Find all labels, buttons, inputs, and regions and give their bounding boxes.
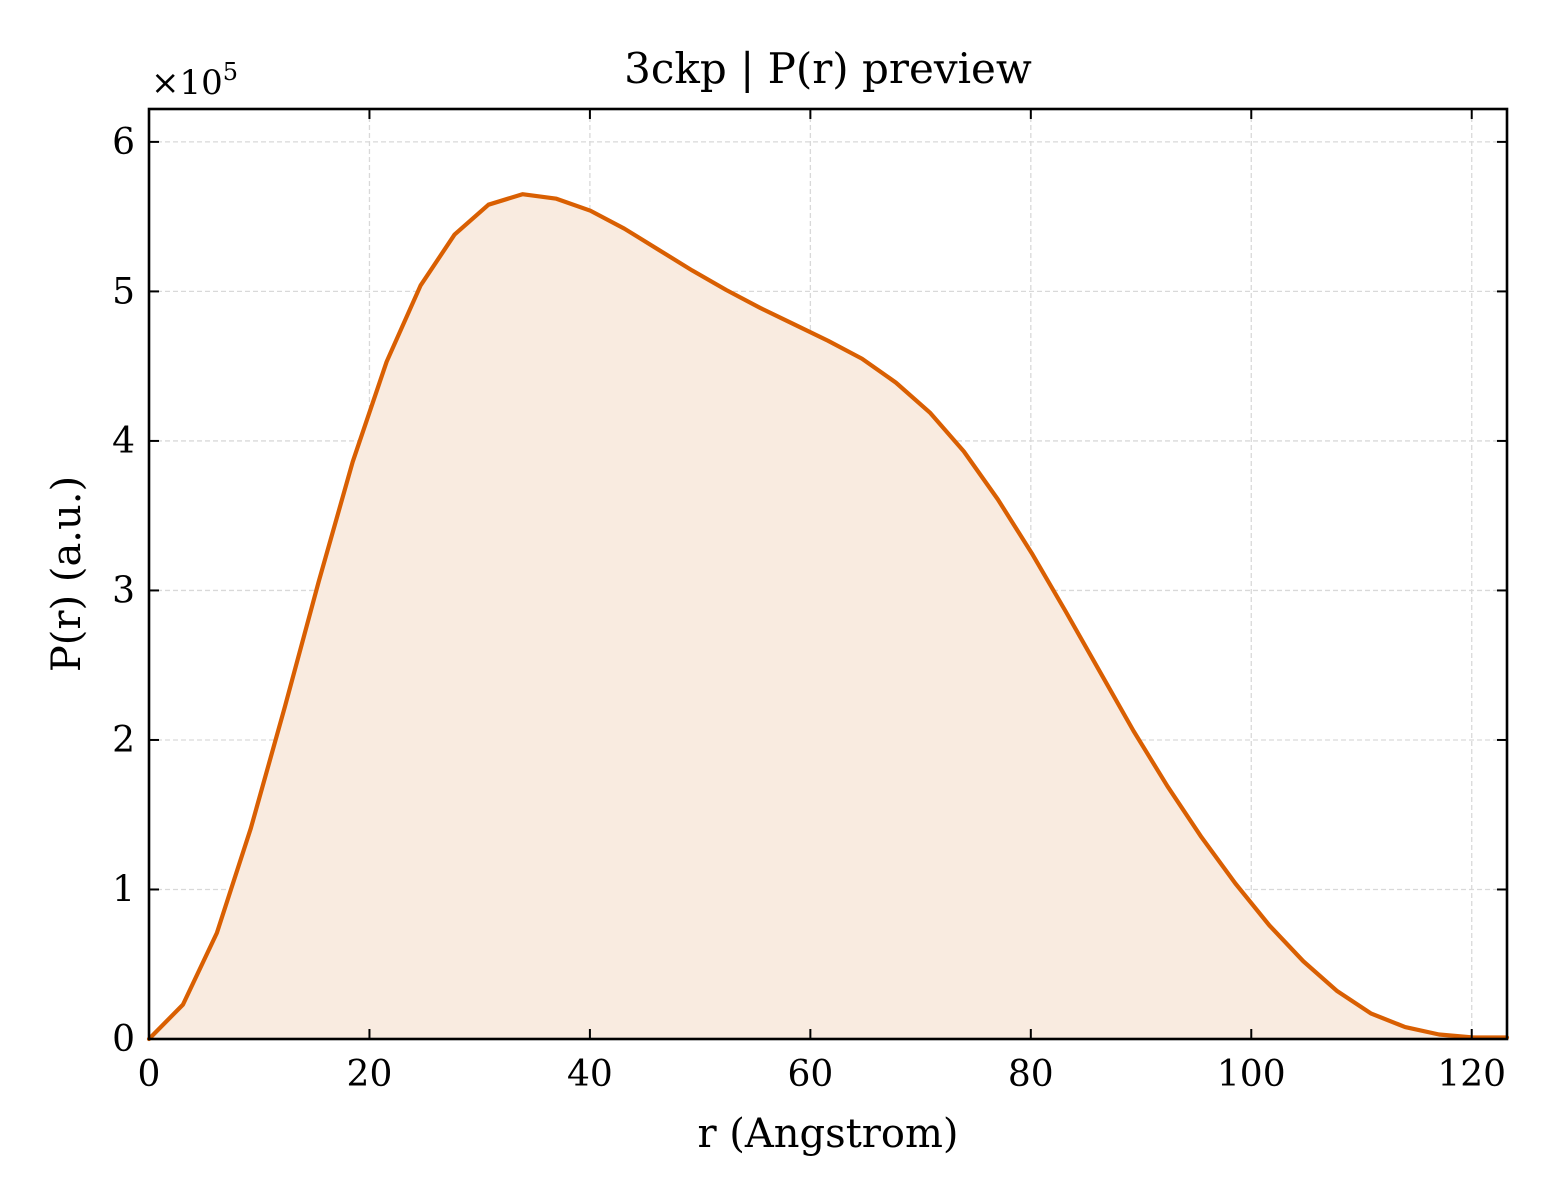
data-point	[589, 210, 591, 212]
data-point	[827, 340, 829, 342]
data-point	[1065, 610, 1067, 612]
y-tick-label: 4	[112, 421, 135, 462]
data-point	[793, 323, 795, 325]
ticks: 0 20 40 60 80 100 120 0 1 2 3 4 5 6	[112, 109, 1507, 1095]
data-point	[352, 461, 354, 463]
y-axis-label: P(r) (a.u.)	[44, 476, 90, 672]
x-tick-label: 80	[1008, 1054, 1054, 1095]
x-axis-label: r (Angstrom)	[697, 1111, 958, 1157]
data-point	[963, 450, 965, 452]
data-point	[1268, 924, 1270, 926]
area-fill	[149, 194, 1507, 1040]
data-point	[250, 827, 252, 829]
data-point	[691, 269, 693, 272]
data-point	[623, 228, 625, 230]
x-tick-label: 100	[1217, 1054, 1286, 1095]
y-tick-label: 1	[112, 869, 135, 910]
data-point	[521, 193, 524, 195]
plot-border	[147, 107, 1509, 1041]
data-point	[759, 307, 761, 309]
data-point	[1099, 670, 1101, 672]
data-point	[657, 248, 659, 251]
area-layer	[149, 194, 1507, 1040]
y-tick-label: 3	[112, 570, 135, 611]
data-point	[1132, 730, 1135, 732]
data-point	[1302, 960, 1304, 962]
data-point	[216, 932, 218, 934]
data-point	[1166, 785, 1169, 787]
x-tick-label: 40	[567, 1054, 613, 1095]
data-point	[1234, 882, 1236, 885]
x-tick-label: 20	[347, 1054, 393, 1095]
data-point	[453, 233, 456, 236]
chart-title: 3ckp | P(r) preview	[624, 44, 1032, 93]
data-point	[386, 361, 388, 363]
data-point	[1336, 990, 1338, 992]
x-tick-label: 0	[138, 1054, 161, 1095]
x-tick-label: 60	[787, 1054, 833, 1095]
y-scale-prefix: ×10	[151, 63, 223, 103]
data-point	[895, 382, 897, 384]
data-point	[929, 411, 931, 414]
data-point	[1370, 1012, 1372, 1015]
y-scale-exponent: 5	[223, 58, 238, 86]
data-point	[487, 204, 490, 206]
data-point	[1031, 552, 1033, 554]
data-point	[420, 284, 422, 287]
y-tick-label: 2	[112, 720, 135, 761]
data-point	[725, 289, 727, 291]
data-point	[1438, 1033, 1440, 1036]
data-point	[1200, 836, 1203, 838]
data-point	[182, 1004, 184, 1006]
y-tick-label: 0	[112, 1019, 135, 1060]
y-tick-label: 6	[112, 122, 135, 163]
data-point	[997, 498, 999, 500]
data-point	[555, 198, 558, 200]
data-point	[318, 580, 320, 583]
data-point	[861, 358, 863, 360]
axes-frame	[147, 107, 1509, 1041]
data-point	[284, 706, 286, 708]
x-tick-label: 120	[1437, 1054, 1506, 1095]
y-tick-label: 5	[112, 271, 135, 312]
y-scale-multiplier: ×105	[151, 58, 238, 103]
data-point	[1404, 1026, 1406, 1028]
